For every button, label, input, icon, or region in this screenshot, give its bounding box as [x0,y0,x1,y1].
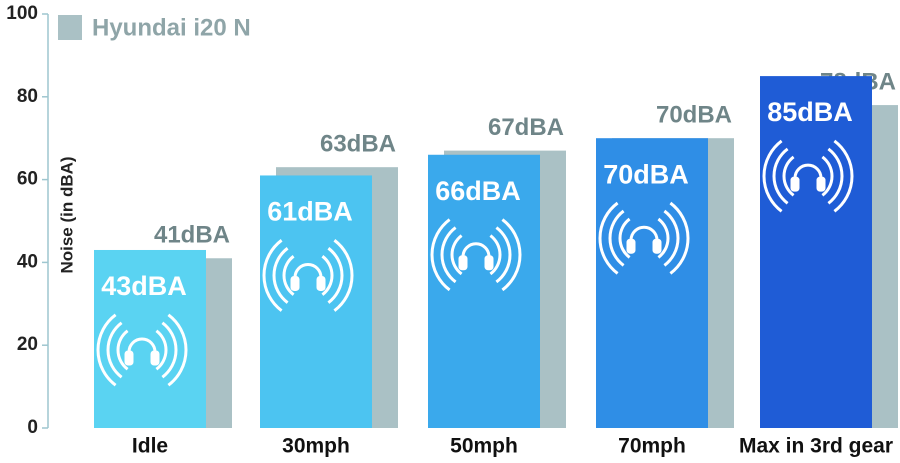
icon-wave [821,155,834,197]
y-tick-label: 0 [27,417,38,438]
bar [596,138,708,428]
icon-cup [652,238,662,254]
y-tick-label: 60 [17,169,38,190]
y-tick-label: 20 [17,334,38,355]
icon-wave [440,226,457,284]
x-tick-label: Max in 3rd gear [739,435,893,458]
icon-wave [782,155,795,197]
icon-band [629,225,659,245]
icon-wave [833,139,854,213]
legend-label: Hyundai i20 N [92,14,251,41]
icon-band [293,262,323,282]
icon-band [461,242,491,261]
legend-swatch [58,15,82,40]
headphone-icon [262,239,354,312]
bar [760,76,872,428]
icon-wave [501,218,522,292]
icon-wave [489,234,502,276]
icon-wave [669,201,690,275]
icon-wave [608,209,625,267]
value-label: 43dBA [101,271,187,301]
icon-wave [116,329,129,371]
icon-wave [161,321,178,379]
icon-wave [827,147,844,205]
icon-wave [657,217,670,259]
icon-cup [316,275,326,291]
value-label: 70dBA [656,102,732,129]
icon-wave [327,247,344,304]
icon-wave [618,217,631,259]
icon-wave [96,313,117,387]
icon-cup [816,176,826,192]
y-axis-label: Noise (in dBA) [57,156,76,273]
value-label: 67dBA [488,114,564,141]
icon-wave [262,239,283,312]
headphone-icon [762,139,854,213]
icon-wave [155,329,168,371]
icon-wave [663,209,680,267]
icon-cup [150,350,160,366]
icon-wave [167,313,188,387]
y-tick-label: 40 [17,251,38,272]
icon-cup [458,255,468,271]
x-tick-label: 70mph [618,435,686,458]
bar [428,154,540,428]
icon-cup [290,275,300,291]
value-label: 70dBA [603,159,689,189]
icon-wave [333,239,354,312]
icon-wave [282,255,295,296]
icon-band [127,337,157,356]
x-tick-label: 50mph [450,435,518,458]
icon-cup [626,238,636,254]
y-tick-label: 100 [6,3,38,24]
icon-wave [598,201,619,275]
bar [94,249,206,428]
bar [260,175,372,428]
icon-wave [772,147,789,205]
icon-wave [272,247,289,304]
headphone-icon [96,313,188,387]
icon-cup [790,176,800,192]
icon-wave [430,218,451,292]
icon-wave [106,321,123,379]
icon-wave [762,139,783,213]
value-label: 66dBA [435,176,521,206]
value-label: 63dBA [320,131,396,158]
icon-wave [450,234,463,276]
value-label: 41dBA [154,222,230,249]
x-tick-label: 30mph [282,435,350,458]
x-tick-label: Idle [132,435,168,458]
icon-cup [484,255,494,271]
icon-cup [124,350,134,366]
icon-wave [321,255,334,296]
headphone-icon [430,218,522,292]
icon-wave [495,226,512,284]
headphone-icon [598,201,690,275]
y-tick-label: 80 [17,86,38,107]
value-label: 61dBA [267,197,353,227]
value-label: 85dBA [767,97,853,127]
icon-band [793,163,823,183]
